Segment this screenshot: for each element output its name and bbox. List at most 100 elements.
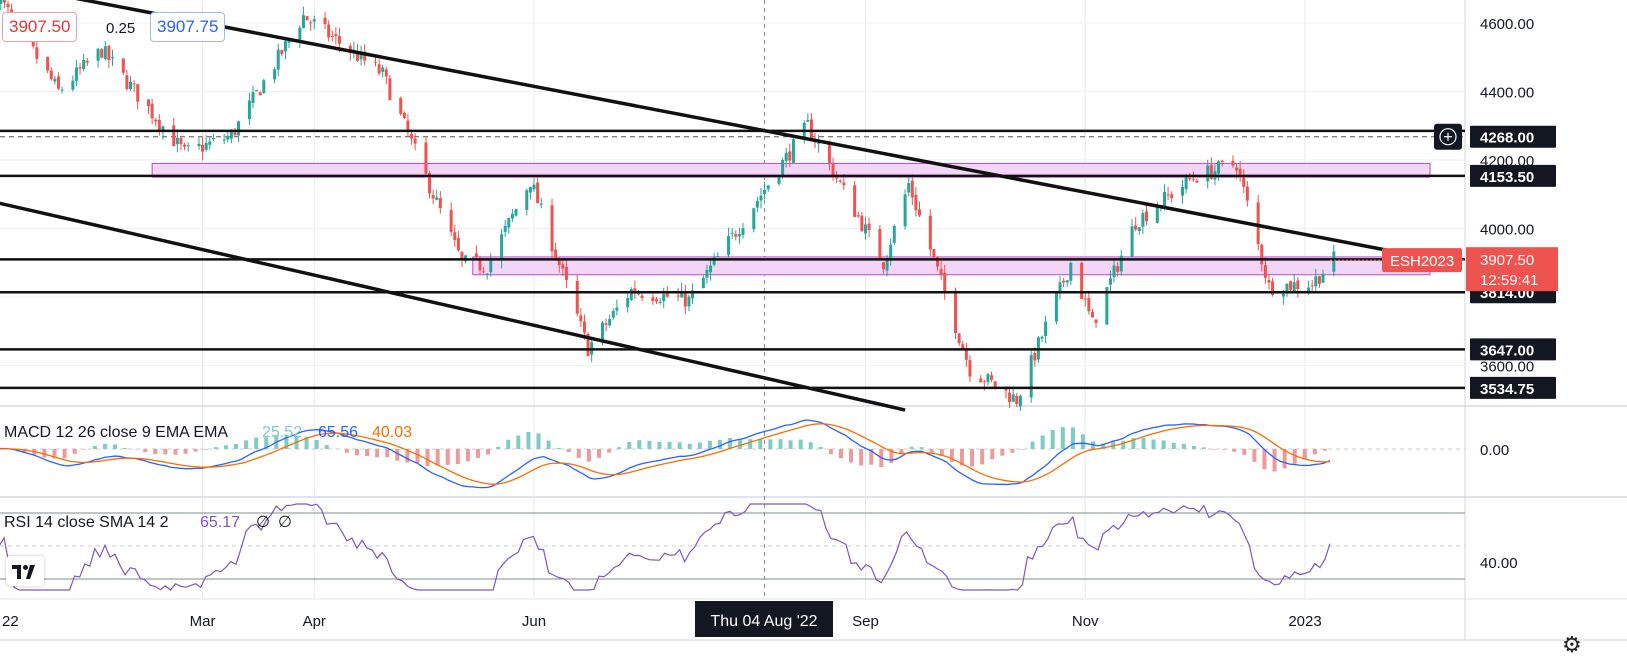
- candle-body: [503, 225, 507, 232]
- ask-price-box[interactable]: 3907.75: [150, 12, 226, 42]
- macd-histogram-bar: [1252, 449, 1257, 462]
- macd-histogram-bar: [1050, 429, 1055, 449]
- macd-histogram-bar: [596, 449, 601, 458]
- candle-body: [582, 321, 586, 333]
- macd-histogram-bar: [304, 436, 309, 449]
- candle-body: [954, 290, 958, 334]
- macd-histogram-bar: [435, 449, 440, 466]
- candle-body: [651, 297, 655, 301]
- candle-body: [1155, 207, 1159, 223]
- candle-body: [0, 0, 3, 4]
- tradingview-logo-icon[interactable]: [6, 556, 44, 586]
- candle-body: [233, 130, 237, 136]
- macd-histogram-bar: [405, 449, 410, 463]
- macd-histogram-bar: [475, 449, 480, 458]
- candle-body: [881, 262, 885, 270]
- candle-body: [312, 19, 316, 22]
- candle-body: [150, 103, 154, 119]
- candle-body: [402, 112, 406, 119]
- candle-body: [154, 119, 158, 122]
- candle-body: [1011, 394, 1015, 402]
- candle-body: [759, 195, 763, 201]
- candle-body: [763, 189, 767, 195]
- macd-histogram-bar: [375, 449, 380, 458]
- candle-body: [1090, 311, 1094, 318]
- macd-histogram-bar: [183, 449, 188, 454]
- macd-histogram-bar: [102, 443, 107, 449]
- candle-body: [1181, 186, 1185, 196]
- candle-body: [410, 134, 414, 139]
- price-level-label: 3647.00: [1480, 342, 1534, 359]
- macd-signal-value: 40.03: [372, 424, 412, 441]
- macd-histogram-bar: [697, 442, 702, 449]
- macd-histogram-bar: [748, 439, 753, 449]
- candle-body: [305, 16, 309, 21]
- candle-body: [60, 89, 64, 91]
- macd-histogram-bar: [1171, 443, 1176, 449]
- macd-histogram-bar: [808, 442, 813, 449]
- candle-body: [453, 232, 457, 241]
- macd-histogram-bar: [1242, 449, 1247, 455]
- candle-body: [809, 119, 813, 139]
- candle-body: [373, 61, 377, 63]
- candles-group: [0, 0, 1336, 411]
- price-tick-label: 4400.00: [1480, 85, 1534, 102]
- symbol-tag-label: ESH2023: [1390, 253, 1454, 270]
- candle-body: [986, 374, 990, 382]
- macd-histogram-bar: [657, 441, 662, 449]
- candle-body: [918, 209, 922, 216]
- candle-body: [78, 67, 82, 69]
- macd-histogram-bar: [173, 449, 178, 455]
- macd-histogram-bar: [959, 449, 964, 466]
- macd-histogram-bar: [667, 441, 672, 449]
- candle-body: [46, 56, 50, 71]
- rsi-value: 65.17: [200, 514, 240, 531]
- macd-histogram-bar: [486, 449, 491, 455]
- bid-price-box[interactable]: 3907.50: [2, 12, 78, 42]
- candle-body: [730, 232, 734, 234]
- macd-histogram-bar: [1080, 434, 1085, 449]
- macd-histogram-bar: [52, 449, 57, 459]
- current-price-label: 3907.50: [1480, 252, 1534, 269]
- candle-body: [1292, 282, 1296, 292]
- candle-body: [485, 273, 489, 275]
- macd-histogram-bar: [1131, 438, 1136, 449]
- macd-histogram-bar: [223, 445, 228, 449]
- candle-body: [903, 194, 907, 227]
- candle-body: [363, 51, 367, 61]
- macd-histogram-bar: [717, 439, 722, 449]
- candle-body: [359, 51, 363, 60]
- macd-histogram-bar: [859, 449, 864, 466]
- macd-histogram-bar: [415, 449, 420, 463]
- candle-body: [842, 182, 846, 186]
- candle-body: [781, 159, 785, 178]
- candle-body: [691, 290, 695, 299]
- candle-body: [388, 78, 392, 101]
- candle-body: [777, 176, 781, 184]
- candle-body: [939, 269, 943, 275]
- macd-histogram: [2, 427, 1327, 472]
- candle-body: [222, 139, 226, 141]
- candle-body: [982, 381, 986, 383]
- crosshair-date-label: Thu 04 Aug '22: [710, 613, 817, 630]
- macd-histogram-bar: [123, 448, 128, 449]
- candle-body: [438, 197, 442, 209]
- candle-body: [229, 131, 233, 139]
- candle-body: [1018, 395, 1022, 407]
- macd-histogram-bar: [758, 438, 763, 449]
- candle-body: [1220, 160, 1224, 163]
- candle-body: [827, 141, 831, 163]
- candle-body: [1130, 226, 1134, 257]
- candle-body: [237, 121, 241, 136]
- macd-histogram-bar: [798, 439, 803, 449]
- gear-icon[interactable]: ⚙: [1562, 632, 1582, 657]
- macd-histogram-bar: [929, 449, 934, 453]
- rsi-line: [0, 503, 1331, 591]
- macd-histogram-bar: [828, 449, 833, 455]
- candle-body: [752, 208, 756, 230]
- candle-body: [482, 271, 486, 273]
- macd-histogram-bar: [576, 449, 581, 458]
- macd-histogram-bar: [365, 449, 370, 457]
- macd-histogram-bar: [1272, 449, 1277, 472]
